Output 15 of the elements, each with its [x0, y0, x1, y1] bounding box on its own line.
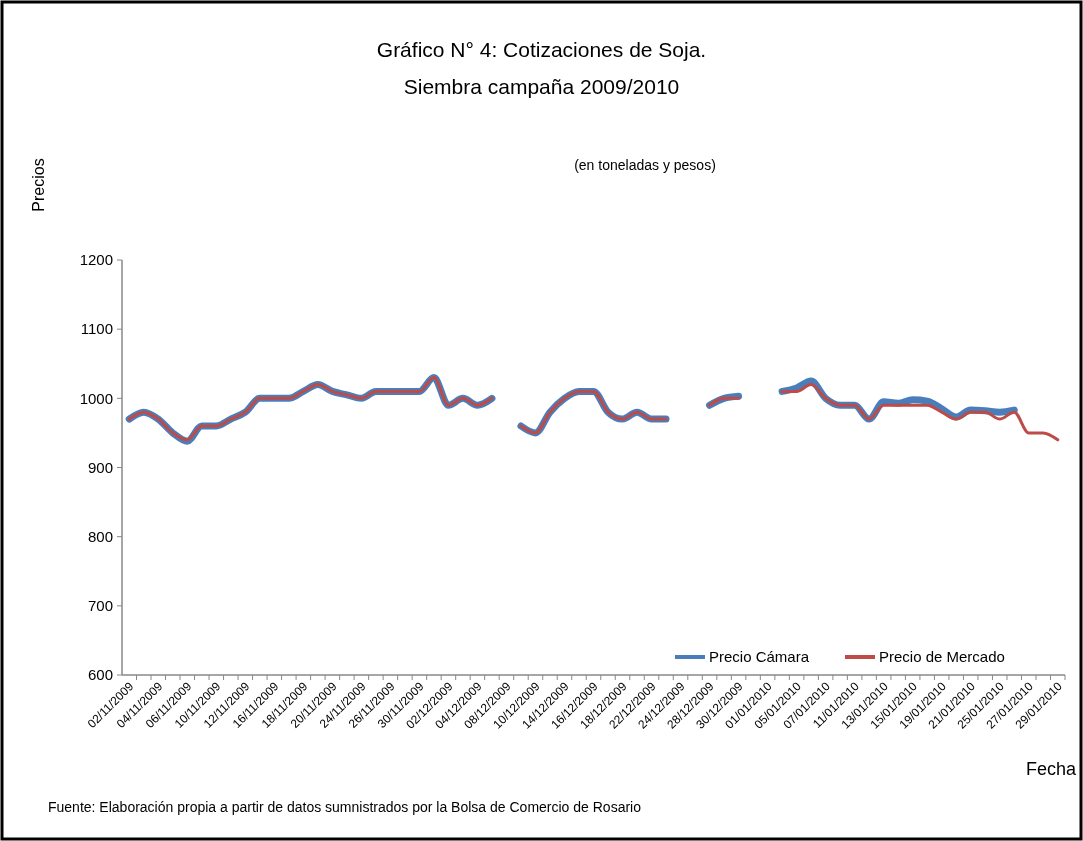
legend-label: Precio de Mercado	[879, 648, 1005, 666]
y-tick-label: 600	[87, 666, 113, 684]
y-tick-label: 700	[87, 597, 113, 615]
y-tick-label: 1000	[79, 389, 113, 407]
text: (en toneladas y pesos)	[574, 157, 716, 173]
legend-label: Precio Cámara	[709, 648, 810, 666]
y-tick-label: 1200	[79, 251, 113, 269]
y-tick-label: 1100	[80, 320, 113, 338]
y-axis-title: Precios	[30, 158, 47, 212]
y-tick-label: 900	[87, 458, 113, 476]
chart-title: Gráfico N° 4: Cotizaciones de Soja.	[376, 38, 707, 61]
chart-subtitle: Siembra campaña 2009/2010	[403, 75, 680, 98]
y-tick-label: 800	[87, 527, 113, 545]
source-note: Fuente: Elaboración propia a partir de datos sumnistrados por la Bolsa de Comercio de Rosario	[48, 799, 642, 815]
x-axis-title: Fecha	[1025, 759, 1077, 779]
